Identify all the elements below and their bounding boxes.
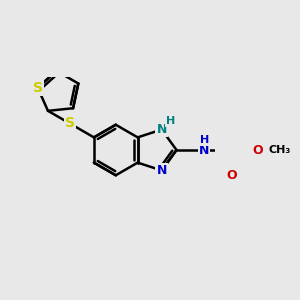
Text: O: O [227, 169, 237, 182]
Text: N: N [157, 123, 167, 136]
Text: H: H [166, 116, 175, 126]
Text: H: H [200, 135, 209, 145]
Text: S: S [65, 116, 75, 130]
Text: N: N [199, 143, 209, 157]
Text: CH₃: CH₃ [269, 145, 291, 155]
Text: N: N [157, 164, 167, 177]
Text: O: O [252, 143, 263, 157]
Text: S: S [33, 81, 43, 95]
